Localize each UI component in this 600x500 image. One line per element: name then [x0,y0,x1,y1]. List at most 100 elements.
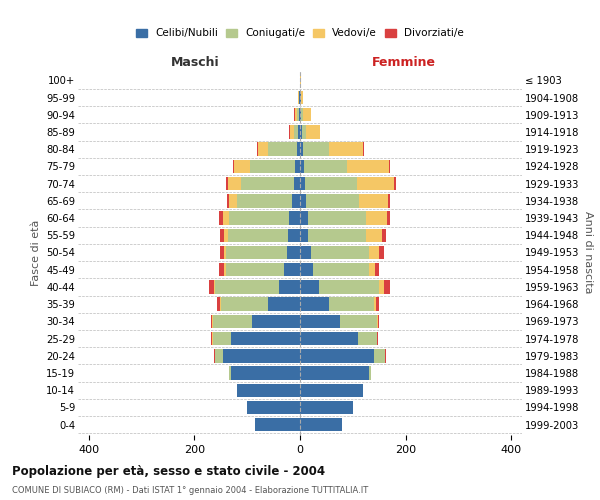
Bar [224,246,226,259]
Bar [302,108,311,122]
Bar [302,126,307,138]
Bar [215,349,223,362]
Bar [369,366,371,380]
Bar [382,228,386,242]
Bar [295,108,298,122]
Bar [383,280,390,293]
Bar [377,332,378,345]
Bar [224,263,226,276]
Bar [209,280,214,293]
Bar [300,228,308,242]
Bar [241,177,293,190]
Bar [255,418,300,432]
Bar [300,314,340,328]
Bar [247,400,300,414]
Bar [378,314,379,328]
Bar [301,91,302,104]
Bar [268,142,298,156]
Bar [215,280,279,293]
Bar [301,108,302,122]
Bar [236,384,300,397]
Bar [223,212,229,225]
Bar [229,366,231,380]
Bar [213,314,253,328]
Bar [369,263,375,276]
Bar [366,228,382,242]
Bar [300,349,374,362]
Bar [226,246,287,259]
Bar [214,280,215,293]
Bar [226,177,227,190]
Bar [293,177,300,190]
Bar [224,228,227,242]
Bar [300,298,329,311]
Bar [300,212,308,225]
Bar [388,194,390,207]
Bar [369,246,379,259]
Bar [298,108,299,122]
Bar [292,194,300,207]
Bar [305,177,357,190]
Bar [219,212,223,225]
Bar [302,142,329,156]
Bar [234,160,250,173]
Bar [394,177,395,190]
Text: COMUNE DI SUBIACO (RM) - Dati ISTAT 1° gennaio 2004 - Elaborazione TUTTITALIA.IT: COMUNE DI SUBIACO (RM) - Dati ISTAT 1° g… [12,486,368,495]
Bar [308,212,366,225]
Bar [213,332,231,345]
Bar [227,194,229,207]
Bar [211,314,212,328]
Bar [294,126,298,138]
Bar [231,366,300,380]
Bar [298,142,300,156]
Bar [359,194,388,207]
Bar [375,263,379,276]
Bar [329,298,374,311]
Bar [379,246,383,259]
Legend: Celibi/Nubili, Coniugati/e, Vedovi/e, Divorziati/e: Celibi/Nubili, Coniugati/e, Vedovi/e, Di… [132,24,468,42]
Text: Popolazione per età, sesso e stato civile - 2004: Popolazione per età, sesso e stato civil… [12,464,325,477]
Bar [376,298,379,311]
Bar [329,142,364,156]
Bar [374,298,376,311]
Bar [374,349,385,362]
Bar [347,160,389,173]
Bar [233,160,234,173]
Bar [319,280,379,293]
Bar [387,212,390,225]
Text: Femmine: Femmine [373,56,436,69]
Bar [300,142,302,156]
Y-axis label: Fasce di età: Fasce di età [31,220,41,286]
Bar [295,160,300,173]
Bar [379,280,383,293]
Bar [304,160,347,173]
Bar [287,246,300,259]
Bar [220,298,221,311]
Bar [313,263,369,276]
Bar [289,212,300,225]
Bar [308,228,366,242]
Bar [300,263,313,276]
Bar [284,263,300,276]
Bar [307,194,359,207]
Bar [300,246,311,259]
Bar [307,126,320,138]
Bar [300,126,302,138]
Bar [377,314,378,328]
Y-axis label: Anni di nascita: Anni di nascita [583,211,593,294]
Bar [311,246,369,259]
Bar [389,160,390,173]
Bar [229,212,289,225]
Bar [236,194,292,207]
Bar [258,142,268,156]
Bar [220,228,224,242]
Bar [290,126,294,138]
Bar [300,280,319,293]
Bar [211,332,212,345]
Bar [253,314,300,328]
Bar [250,160,295,173]
Bar [226,263,284,276]
Bar [298,126,300,138]
Bar [229,194,236,207]
Bar [300,332,358,345]
